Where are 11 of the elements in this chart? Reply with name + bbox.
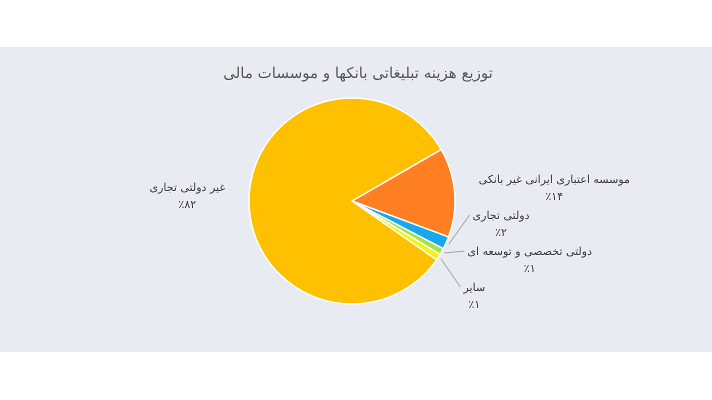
data-label: ٪۱۴ bbox=[545, 190, 564, 204]
slice-label: موسسه اعتباری ایرانی غیر بانکی bbox=[478, 173, 630, 186]
data-label: ٪۱ bbox=[524, 262, 536, 276]
data-label: ٪۸۲ bbox=[178, 198, 196, 211]
chart-title: توزیع هزینه تبلیغاتی بانکها و موسسات مالی bbox=[223, 64, 493, 82]
data-label: ٪۲ bbox=[495, 226, 508, 240]
slice-label: سایر bbox=[462, 281, 486, 294]
slice-label: دولتی تجاری bbox=[472, 209, 530, 222]
slice-label: غیر دولتی تجاری bbox=[149, 180, 226, 194]
data-label: ٪۱ bbox=[468, 298, 480, 312]
slice-label: دولتی تخصصی و توسعه ای bbox=[467, 245, 592, 258]
